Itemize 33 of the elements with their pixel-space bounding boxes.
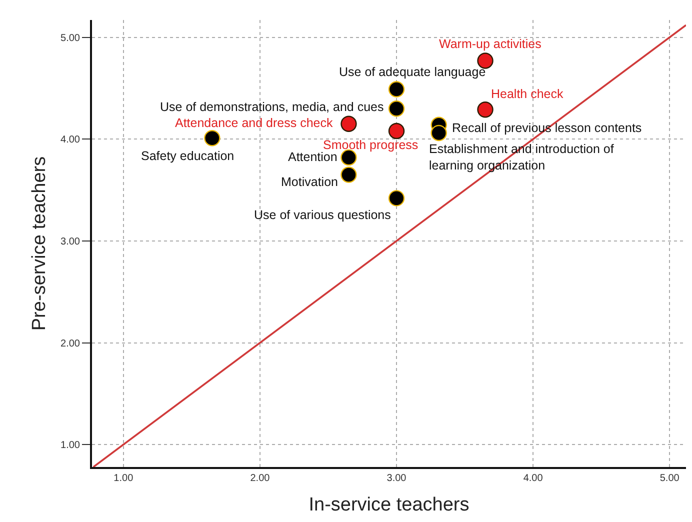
- point: [388, 122, 405, 140]
- point: [388, 190, 405, 206]
- annotation: Warm-up activities: [439, 37, 542, 51]
- x-tick-label: 1.00: [114, 473, 134, 484]
- point: [388, 81, 405, 98]
- annotation: Motivation: [281, 175, 338, 189]
- y-tick-label: 2.00: [60, 338, 80, 350]
- y-tick-label: 1.00: [60, 440, 80, 452]
- x-tick-label: 2.00: [250, 473, 270, 484]
- x-axis-title: In-service teachers: [308, 494, 470, 516]
- y-tick-label: 3.00: [60, 236, 80, 248]
- point: [340, 116, 357, 132]
- point: [204, 130, 220, 146]
- point: [340, 149, 357, 166]
- annotation: Health check: [491, 87, 564, 101]
- x-tick-label: 4.00: [523, 473, 544, 484]
- annotation: Attention: [288, 150, 338, 164]
- point: [388, 100, 405, 117]
- point: [477, 52, 494, 69]
- x-tick-label: 5.00: [660, 473, 680, 484]
- x-tick-label: 3.00: [386, 473, 407, 484]
- point: [430, 124, 447, 142]
- y-tick-label: 5.00: [60, 32, 80, 44]
- annotation: Smooth progress: [323, 138, 418, 152]
- y-axis-title: Pre-service teachers: [28, 156, 50, 331]
- annotation: Attendance and dress check: [175, 116, 334, 130]
- point: [477, 102, 494, 118]
- annotation: Use of adequate language: [339, 65, 486, 79]
- annotation: Use of various questions: [254, 208, 391, 222]
- annotation: Safety education: [141, 149, 234, 163]
- y-tick-label: 4.00: [60, 134, 80, 146]
- annotation: Use of demonstrations, media, and cues: [160, 100, 384, 114]
- point: [340, 166, 357, 183]
